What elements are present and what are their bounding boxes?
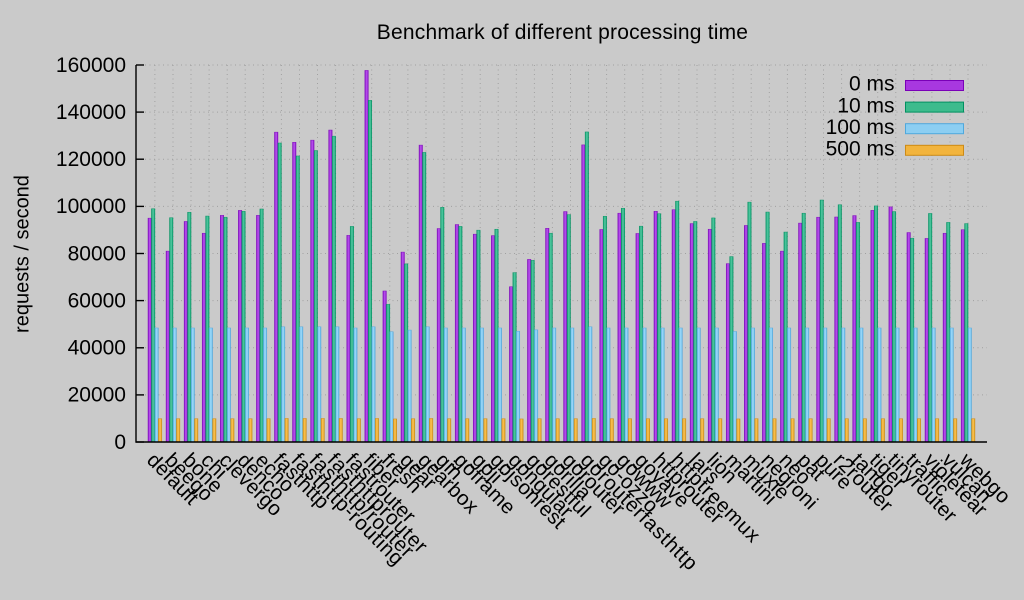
svg-text:0: 0 <box>114 431 126 454</box>
svg-text:500 ms: 500 ms <box>826 138 895 161</box>
svg-text:0 ms: 0 ms <box>849 73 895 96</box>
svg-text:140000: 140000 <box>56 101 126 124</box>
svg-text:80000: 80000 <box>68 242 126 265</box>
svg-text:Benchmark of different process: Benchmark of different processing time <box>377 21 748 44</box>
svg-text:20000: 20000 <box>68 384 126 407</box>
svg-text:100 ms: 100 ms <box>826 116 895 139</box>
svg-text:120000: 120000 <box>56 148 126 171</box>
svg-text:40000: 40000 <box>68 337 126 360</box>
svg-text:requests / second: requests / second <box>12 175 34 333</box>
svg-text:60000: 60000 <box>68 289 126 312</box>
svg-text:100000: 100000 <box>56 195 126 218</box>
svg-text:10 ms: 10 ms <box>837 94 894 117</box>
svg-text:160000: 160000 <box>56 54 126 77</box>
